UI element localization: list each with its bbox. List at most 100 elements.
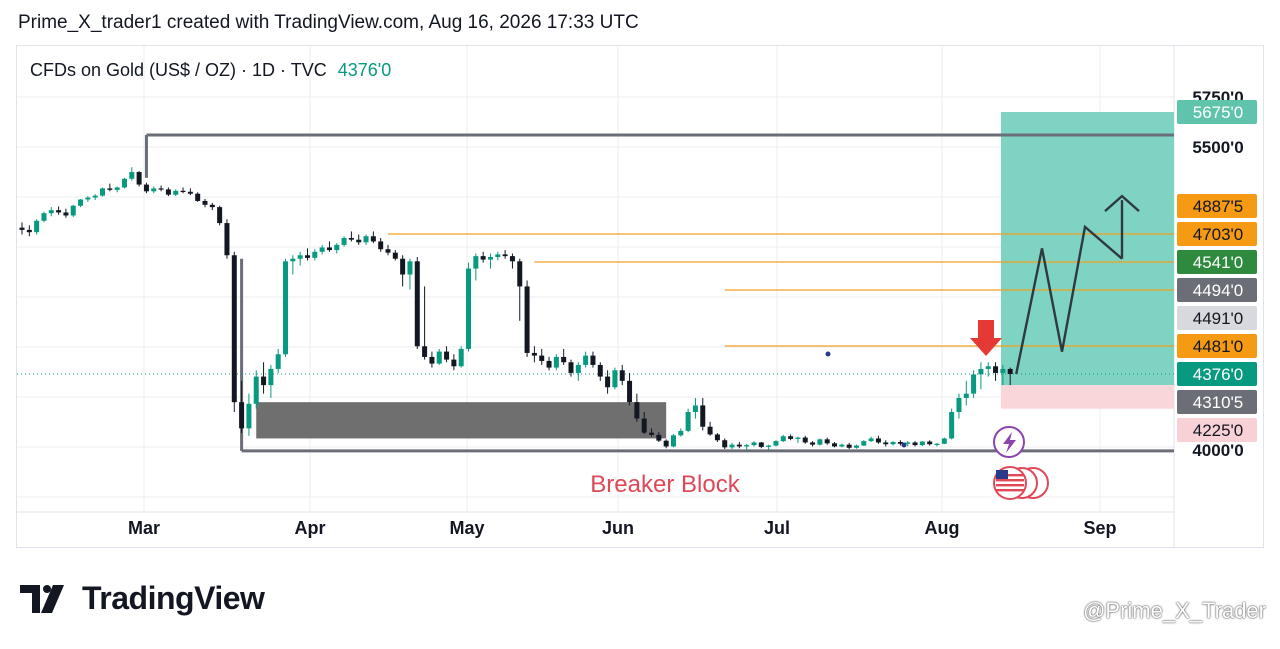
candle-body (934, 443, 940, 445)
candle-body (561, 356, 567, 363)
candle (649, 428, 655, 437)
x-axis-tick-label: Jun (602, 518, 634, 538)
candle-body (56, 210, 62, 213)
y-axis-label: 5675'0 (1177, 100, 1257, 124)
candle-body (605, 376, 611, 388)
candle-body (817, 439, 823, 445)
level-lines (17, 233, 1174, 375)
candle-body (766, 445, 772, 447)
candle-body (92, 195, 98, 198)
candle-body (853, 445, 859, 448)
breaker-block-label: Breaker Block (590, 471, 740, 498)
candle-body (473, 256, 479, 269)
candle-body (729, 444, 735, 448)
candle-body (890, 442, 896, 445)
candle-body (692, 405, 698, 412)
candle (70, 204, 76, 218)
candle (48, 207, 54, 217)
target-zone-layer (1001, 112, 1174, 409)
symbol-legend[interactable]: CFDs on Gold (US$ / OZ) · 1D · TVC 4376'… (30, 60, 391, 81)
x-axis: Mar Apr May Jun Jul Aug Sep (128, 518, 1117, 538)
candle (963, 380, 969, 406)
candle (568, 359, 574, 377)
candle (92, 194, 98, 200)
candle-body (63, 212, 69, 216)
candle (736, 442, 742, 449)
candle-body (209, 204, 215, 208)
candle (422, 286, 428, 360)
candle (729, 442, 735, 450)
projection-layer (1015, 194, 1140, 375)
candle (334, 243, 340, 254)
candle (151, 186, 157, 194)
candle-body (751, 442, 757, 446)
candle-body (158, 188, 164, 190)
candle-body (612, 370, 618, 388)
candle (326, 241, 332, 252)
candle (985, 362, 991, 377)
candle-body (641, 418, 647, 433)
candle-body (70, 205, 76, 216)
candle (19, 222, 25, 235)
candle-body (436, 351, 442, 364)
candle (868, 436, 874, 442)
candle (1000, 364, 1006, 386)
candle (890, 441, 896, 446)
author-watermark: @Prime_X_Trader (1083, 598, 1266, 623)
candle (780, 434, 786, 442)
candle (304, 248, 310, 261)
candle (429, 351, 435, 368)
candle-body (531, 352, 537, 356)
candle-body (239, 402, 245, 429)
candle-body (546, 360, 552, 368)
y-axis-label-text: 4703'0 (1193, 225, 1244, 244)
stop-zone (1001, 385, 1174, 409)
candle-body (261, 376, 267, 386)
candle-body (927, 441, 933, 445)
candle (766, 444, 772, 450)
candle (268, 364, 274, 398)
candle-body (100, 188, 106, 196)
candle (187, 188, 193, 196)
candle (875, 435, 881, 444)
y-axis-label-badge (1177, 334, 1257, 358)
candle-body (517, 261, 523, 287)
markers (825, 320, 1049, 500)
candle (722, 438, 728, 450)
candle (1007, 367, 1013, 386)
y-axis-label-text: 5500'0 (1192, 138, 1243, 157)
candle (173, 189, 179, 197)
candle (63, 208, 69, 218)
candle (912, 441, 918, 447)
x-axis-tick-label: Jul (764, 518, 790, 538)
y-axis-label-text: 4491'0 (1193, 309, 1244, 328)
x-axis-tick-label: Aug (925, 518, 960, 538)
candle-body (363, 236, 369, 243)
y-axis-label: 4494'0 (1177, 278, 1257, 302)
candle (832, 442, 838, 448)
candle (575, 362, 581, 381)
y-axis-label-badge (1177, 390, 1257, 414)
candle (853, 444, 859, 449)
candle-body (224, 223, 230, 256)
candle (114, 186, 120, 193)
candle (158, 185, 164, 192)
candle (239, 380, 245, 434)
candle-body (451, 359, 457, 367)
candle-body (136, 172, 142, 185)
candle-body (780, 436, 786, 442)
candle (817, 438, 823, 446)
candle-body (466, 268, 472, 349)
candle (209, 202, 215, 211)
candle-body (993, 366, 999, 373)
candle-body (824, 439, 830, 444)
tradingview-logo[interactable]: TradingView (20, 580, 265, 617)
candle-body (553, 356, 559, 368)
y-axis-label-badge (1177, 100, 1257, 124)
y-axis-label-text: 4541'0 (1193, 253, 1244, 272)
candle-body (956, 397, 962, 412)
candle (34, 219, 40, 235)
event-dot (901, 442, 907, 448)
candle-body (480, 256, 486, 260)
